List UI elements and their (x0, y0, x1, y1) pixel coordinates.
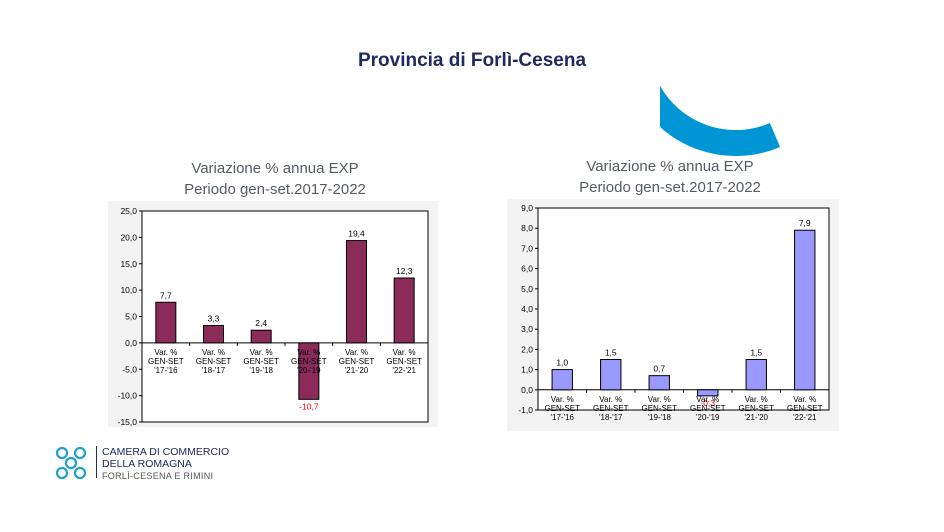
left-value-label: 19,4 (348, 229, 365, 239)
left-bar (393, 277, 415, 344)
right-bar (697, 389, 719, 397)
page-title: Provincia di Forlì-Cesena (357, 50, 587, 71)
right-chart-title-block: Variazione % annua EXP Periodo gen-set.2… (545, 156, 795, 198)
right-category-label: Var. % (745, 395, 768, 404)
left-value-label: 3,3 (208, 313, 220, 323)
left-ytick-label: 0,0 (125, 338, 137, 348)
left-category-label: '17-'16 (154, 366, 178, 375)
right-category-label: Var. % (648, 395, 671, 404)
left-ytick-label: 10,0 (120, 285, 137, 295)
right-value-label: -0,3 (700, 398, 715, 408)
left-bar (155, 301, 177, 344)
right-category-label: '20-'19 (696, 413, 720, 422)
camera-commercio-logo (55, 446, 87, 480)
left-ytick-label: 15,0 (120, 259, 137, 269)
right-category-label: GEN-SET (690, 404, 726, 413)
left-bar (298, 342, 320, 400)
left-category-label: GEN-SET (291, 357, 327, 366)
right-ytick-label: 2,0 (521, 344, 533, 354)
left-ytick-label: -5,0 (122, 364, 137, 374)
left-chart-title-block: Variazione % annua EXP Periodo gen-set.2… (150, 158, 400, 200)
right-bar (745, 359, 767, 391)
left-category-label: GEN-SET (243, 357, 279, 366)
left-category-label: '20-'19 (297, 366, 321, 375)
right-ytick-label: 5,0 (521, 284, 533, 294)
left-category-label: Var. % (345, 348, 368, 357)
logo-text: CAMERA DI COMMERCIO DELLA ROMAGNA FORLÌ-… (102, 446, 229, 482)
left-plot-area (141, 210, 429, 423)
left-category-label: Var. % (154, 348, 177, 357)
right-bar (794, 229, 816, 391)
left-ytick-label: 5,0 (125, 312, 137, 322)
right-bar (648, 375, 670, 391)
left-ytick-label: -15,0 (118, 417, 138, 427)
right-category-label: GEN-SET (641, 404, 677, 413)
logo-line-1: CAMERA DI COMMERCIO (102, 446, 230, 458)
left-category-label: Var. % (393, 348, 416, 357)
right-ytick-label: 1,0 (521, 365, 533, 375)
right-plot-area (537, 207, 830, 411)
left-category-label: GEN-SET (339, 357, 375, 366)
right-category-label: Var. % (599, 395, 622, 404)
right-category-label: '21-'20 (744, 413, 768, 422)
left-bar (345, 240, 368, 344)
left-value-label: 12,3 (396, 266, 413, 276)
decorative-arc (660, 0, 781, 157)
left-category-label: '18-'17 (202, 366, 226, 375)
right-category-label: '19-'18 (647, 413, 671, 422)
right-category-label: GEN-SET (787, 404, 823, 413)
left-ytick-label: 25,0 (120, 206, 137, 216)
left-category-label: Var. % (297, 348, 320, 357)
right-category-label: Var. % (696, 395, 719, 404)
right-category-label: '17-'16 (550, 413, 574, 422)
left-bar-chart: -15,0 -10,0 -5,0 0,0 5,0 10,0 15,0 20,0 25,0 7,7 V… (108, 201, 438, 427)
right-bar (600, 359, 622, 391)
left-value-label: -10,7 (299, 401, 319, 411)
right-bar (551, 369, 573, 391)
right-category-label: GEN-SET (738, 404, 774, 413)
left-chart-subtitle: Periodo gen-set.2017-2022 (184, 181, 366, 198)
left-ytick-label: 20,0 (120, 232, 137, 242)
right-ytick-label: 9,0 (521, 203, 533, 213)
left-category-label: Var. % (202, 348, 225, 357)
right-ytick-label: 0,0 (521, 385, 533, 395)
left-category-label: GEN-SET (148, 357, 184, 366)
right-category-label: GEN-SET (544, 404, 580, 413)
left-bar (250, 329, 272, 344)
right-ytick-label: 8,0 (521, 223, 533, 233)
left-chart-title: Variazione % annua EXP (191, 160, 359, 177)
left-category-label: GEN-SET (386, 357, 422, 366)
right-value-label: 0,7 (653, 364, 665, 374)
left-category-label: GEN-SET (196, 357, 232, 366)
left-value-label: 2,4 (255, 318, 267, 328)
left-value-label: 7,7 (160, 290, 172, 300)
right-value-label: 1,0 (556, 358, 568, 368)
right-bar-chart: -1,0 0,0 1,0 2,0 3,0 4,0 5,0 6,0 7,0 8,0 9,0 1,0 Var… (507, 199, 839, 431)
logo-line-2: DELLA ROMAGNA (102, 458, 192, 470)
left-category-label: '19-'18 (249, 366, 273, 375)
right-ytick-label: 4,0 (521, 304, 533, 314)
left-ytick-label: -10,0 (118, 391, 138, 401)
left-bar (202, 324, 225, 344)
right-ytick-label: 6,0 (521, 264, 533, 274)
decorative-arc-shape (660, 0, 781, 157)
right-category-label: '18-'17 (599, 413, 623, 422)
right-ytick-label: -1,0 (518, 405, 533, 415)
right-value-label: 1,5 (605, 348, 617, 358)
right-category-label: Var. % (793, 395, 816, 404)
right-category-label: GEN-SET (593, 404, 629, 413)
right-value-label: 1,5 (750, 348, 762, 358)
right-value-label: 7,9 (799, 218, 811, 228)
left-category-label: '22-'21 (392, 366, 416, 375)
right-category-label: Var. % (551, 395, 574, 404)
right-ytick-label: 3,0 (521, 324, 533, 334)
right-chart-title: Variazione % annua EXP (586, 158, 754, 175)
logo-line-3: FORLÌ-CESENA E RIMINI (102, 471, 214, 481)
left-category-label: '21-'20 (345, 366, 369, 375)
right-category-label: '22-'21 (793, 413, 817, 422)
right-chart-subtitle: Periodo gen-set.2017-2022 (579, 179, 761, 196)
logo-divider (96, 446, 97, 478)
left-category-label: Var. % (250, 348, 273, 357)
right-ytick-label: 7,0 (521, 243, 533, 253)
